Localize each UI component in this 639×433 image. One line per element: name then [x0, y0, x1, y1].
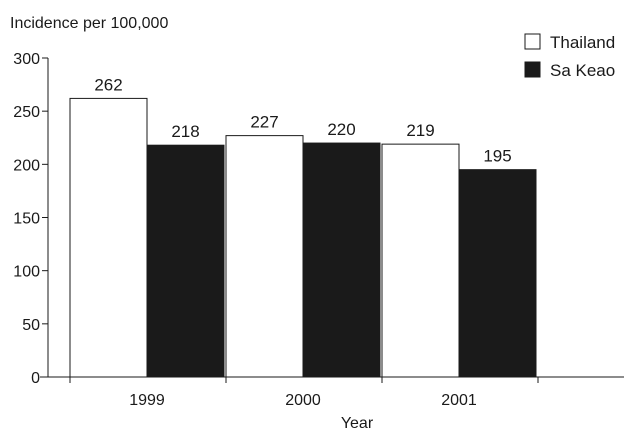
- data-label: 220: [327, 120, 355, 139]
- bar: [69, 97, 148, 378]
- x-tick-label: 1999: [129, 392, 165, 409]
- data-label: 262: [94, 75, 122, 94]
- legend-label-thailand: Thailand: [550, 33, 615, 52]
- bars: 262 218 227 220 219 195: [69, 75, 537, 378]
- y-tick-label: 200: [13, 157, 40, 174]
- bar: [146, 144, 225, 378]
- legend: Thailand Sa Keao: [524, 33, 615, 80]
- bar: [225, 135, 304, 378]
- data-label: 218: [171, 122, 199, 141]
- legend-swatch-thailand: [524, 33, 541, 50]
- data-label: 195: [483, 147, 511, 166]
- bar: [381, 143, 460, 378]
- y-tick-label: 250: [13, 104, 40, 121]
- legend-label-sa-keao: Sa Keao: [550, 61, 615, 80]
- y-tick-label: 0: [31, 370, 40, 387]
- x-tick-label: 2001: [441, 392, 477, 409]
- x-axis-title: Year: [341, 415, 374, 432]
- y-tick-label: 300: [13, 51, 40, 68]
- bar: [458, 169, 537, 378]
- data-label: 227: [250, 113, 278, 132]
- y-tick-label: 50: [22, 317, 40, 334]
- y-axis-title: Incidence per 100,000: [10, 15, 168, 32]
- data-label: 219: [406, 121, 434, 140]
- legend-swatch-sa-keao: [524, 61, 541, 78]
- x-ticks: 1999 2000 2001: [69, 377, 539, 409]
- y-tick-label: 150: [13, 211, 40, 228]
- y-tick-label: 100: [13, 264, 40, 281]
- bar: [302, 142, 381, 378]
- y-ticks: 0 50 100 150 200 250 300: [13, 51, 48, 387]
- x-tick-label: 2000: [285, 392, 321, 409]
